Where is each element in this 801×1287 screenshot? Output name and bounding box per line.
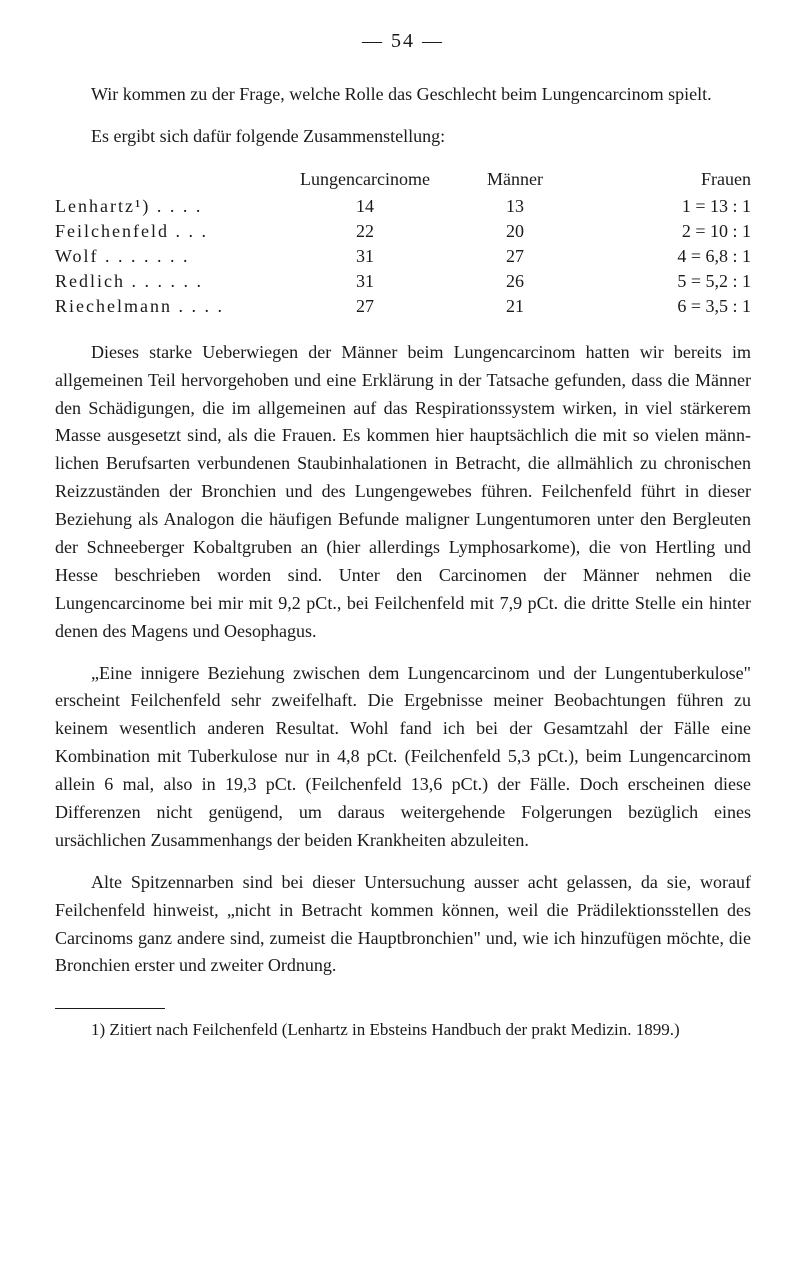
table-cell-f: 5 = 5,2 : 1 [575,271,751,292]
footnote-separator [55,1008,165,1009]
table-row: Redlich . . . . . .31265 = 5,2 : 1 [55,271,751,292]
table-cell-f: 4 = 6,8 : 1 [575,246,751,267]
table-cell-m: 21 [455,296,575,317]
table-cell-name: Feilchenfeld . . . [55,221,275,242]
body-paragraph-1: Dieses starke Ueberwiegen der Männer bei… [55,339,751,646]
table-cell-f: 2 = 10 : 1 [575,221,751,242]
table-cell-m: 27 [455,246,575,267]
data-table: Lungencarcinome Männer Frauen Lenhartz¹)… [55,169,751,317]
table-cell-m: 13 [455,196,575,217]
table-cell-lc: 31 [275,271,455,292]
table-cell-m: 20 [455,221,575,242]
page-number: — 54 — [55,30,751,53]
table-row: Wolf . . . . . . .31274 = 6,8 : 1 [55,246,751,267]
table-header-row: Lungencarcinome Männer Frauen [55,169,751,190]
footnote-text: 1) Zitiert nach Feilchenfeld (Lenhartz i… [55,1017,751,1043]
table-cell-lc: 14 [275,196,455,217]
table-cell-name: Lenhartz¹) . . . . [55,196,275,217]
table-cell-lc: 27 [275,296,455,317]
table-row: Lenhartz¹) . . . .14131 = 13 : 1 [55,196,751,217]
table-cell-m: 26 [455,271,575,292]
table-cell-name: Redlich . . . . . . [55,271,275,292]
table-cell-name: Wolf . . . . . . . [55,246,275,267]
table-header-f: Frauen [575,169,751,190]
intro-paragraph-2: Es ergibt sich dafür folgende Zusammenst… [55,123,751,151]
table-cell-f: 6 = 3,5 : 1 [575,296,751,317]
table-row: Riechelmann . . . .27216 = 3,5 : 1 [55,296,751,317]
table-cell-lc: 22 [275,221,455,242]
table-cell-lc: 31 [275,246,455,267]
table-header-lc: Lungencarcinome [275,169,455,190]
body-paragraph-3: Alte Spitzennarben sind bei dieser Unter… [55,869,751,981]
intro-paragraph-1: Wir kommen zu der Frage, welche Rolle da… [55,81,751,109]
table-row: Feilchenfeld . . .22202 = 10 : 1 [55,221,751,242]
table-header-m: Männer [455,169,575,190]
body-paragraph-2: „Eine innigere Beziehung zwischen dem Lu… [55,660,751,855]
table-cell-f: 1 = 13 : 1 [575,196,751,217]
table-cell-name: Riechelmann . . . . [55,296,275,317]
